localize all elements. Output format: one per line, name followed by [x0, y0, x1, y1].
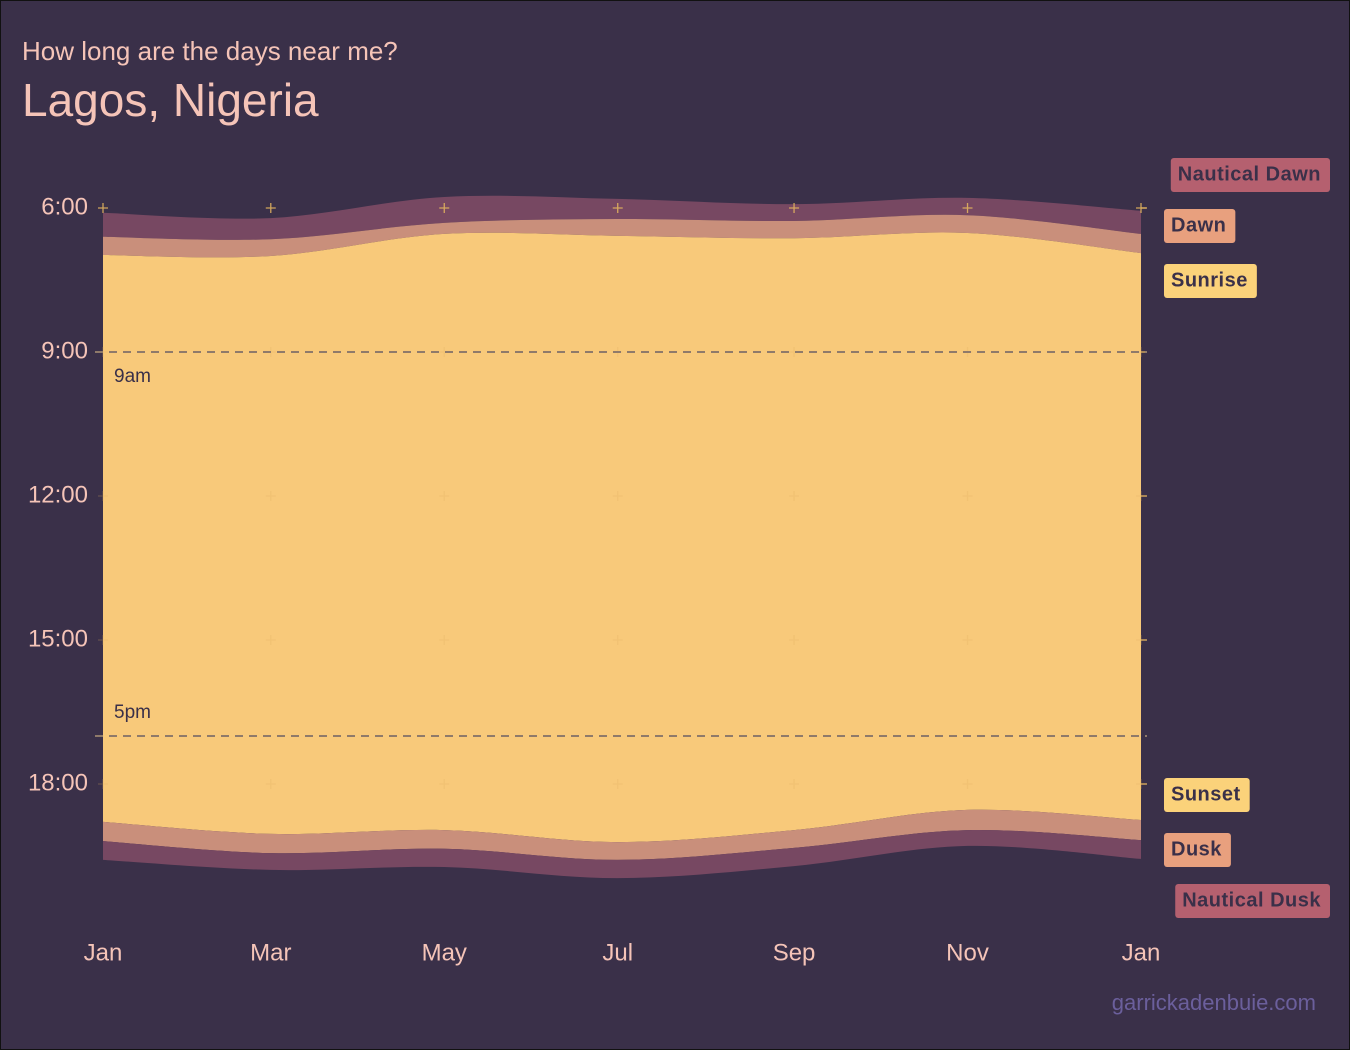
legend-swatch	[1164, 264, 1257, 298]
grid-mark	[612, 491, 623, 501]
grid-mark	[612, 779, 623, 789]
grid-mark	[265, 779, 276, 789]
x-tick-label: Jul	[602, 939, 633, 966]
legend-label: Nautical Dusk	[1182, 889, 1321, 911]
y-tick-label: 6:00	[41, 193, 88, 220]
grid-mark	[265, 203, 276, 213]
grid-mark	[98, 635, 108, 645]
legend-swatch	[1164, 209, 1236, 243]
legend-item: Nautical Dusk	[1175, 884, 1330, 918]
grid-mark	[439, 203, 450, 213]
grid-mark	[789, 491, 800, 501]
legend-label: Sunrise	[1171, 269, 1248, 291]
grid-mark	[962, 491, 973, 501]
grid-mark	[439, 779, 450, 789]
legend-label: Dawn	[1171, 214, 1226, 236]
reference-label: 5pm	[114, 702, 151, 723]
legend-item: Sunset	[1164, 778, 1250, 812]
grid-mark	[962, 203, 973, 213]
grid-mark	[98, 491, 108, 501]
grid-mark	[962, 779, 973, 789]
grid-mark	[789, 635, 800, 645]
caption: garrickadenbuie.com	[1112, 990, 1316, 1015]
y-tick-label: 12:00	[28, 481, 88, 508]
grid-mark	[98, 203, 108, 213]
legend-label: Sunset	[1171, 783, 1241, 805]
grid-mark	[439, 491, 450, 501]
legend-label: Dusk	[1171, 838, 1222, 860]
grid-mark	[962, 635, 973, 645]
band	[103, 195, 1141, 240]
legend-swatch	[1170, 158, 1330, 192]
legend-item: Nautical Dawn	[1170, 158, 1330, 192]
legend-swatch	[1175, 884, 1330, 918]
grid-mark	[265, 491, 276, 501]
grid-mark	[98, 779, 108, 789]
chart-title: Lagos, Nigeria	[22, 74, 319, 126]
x-tick-label: Jan	[1122, 939, 1161, 966]
y-tick-label: 18:00	[28, 769, 88, 796]
grid-mark	[789, 203, 800, 213]
x-tick-label: Mar	[250, 939, 291, 966]
y-tick-label: 15:00	[28, 625, 88, 652]
legend-swatch	[1164, 778, 1250, 812]
reference-label: 9am	[114, 366, 151, 387]
grid-mark	[612, 635, 623, 645]
legend-item: Dusk	[1164, 833, 1231, 867]
chart-subtitle: How long are the days near me?	[22, 36, 398, 66]
grid-mark	[265, 635, 276, 645]
grid-mark	[612, 203, 623, 213]
grid-mark	[789, 779, 800, 789]
grid-mark	[439, 635, 450, 645]
band	[103, 809, 1141, 860]
band	[103, 232, 1141, 843]
legend-label: Nautical Dawn	[1178, 163, 1321, 185]
legend-item: Dawn	[1164, 209, 1236, 243]
y-tick-label: 9:00	[41, 337, 88, 364]
x-tick-label: Jan	[84, 939, 123, 966]
band	[103, 214, 1141, 258]
x-tick-label: Nov	[946, 939, 989, 966]
x-tick-label: May	[422, 939, 467, 966]
x-tick-label: Sep	[773, 939, 816, 966]
legend-swatch	[1164, 833, 1231, 867]
band	[103, 829, 1141, 879]
legend-item: Sunrise	[1164, 264, 1257, 298]
